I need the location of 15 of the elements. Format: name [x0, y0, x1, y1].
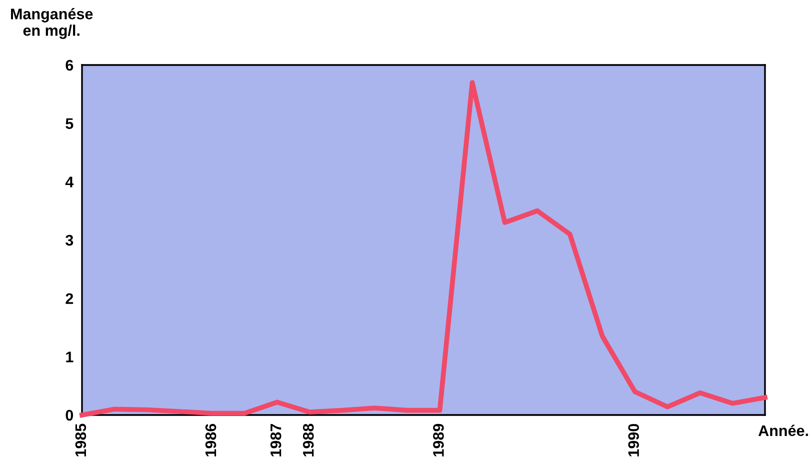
y-tick-label: 2: [66, 293, 74, 304]
y-tick-label: 3: [66, 234, 74, 246]
y-tick-label: 5: [66, 118, 74, 130]
x-tick-label: 1988: [302, 424, 314, 456]
y-tick-label: 6: [66, 60, 74, 71]
x-axis-title: Année.: [758, 424, 808, 436]
x-tick-label: 1985: [75, 424, 86, 456]
y-axis-title: Manganése en mg/l.: [11, 8, 93, 39]
x-tick-label: 1990: [628, 424, 640, 456]
y-tick-label: 1: [66, 352, 74, 362]
x-tick-label: 1986: [205, 424, 216, 456]
y-tick-label: 4: [65, 176, 74, 188]
x-tick-label: 1987: [270, 424, 282, 456]
y-tick-label: 0: [66, 410, 74, 421]
x-tick-label: 1989: [433, 424, 444, 456]
